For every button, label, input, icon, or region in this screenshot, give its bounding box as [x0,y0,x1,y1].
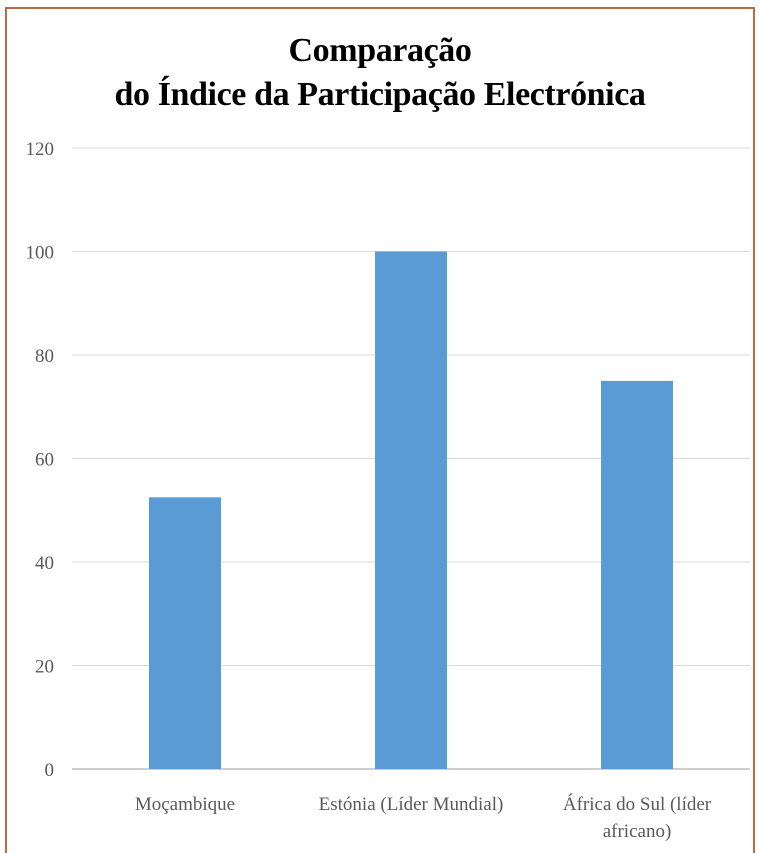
chart-title-line-2: do Índice da Participação Electrónica [114,76,646,113]
bar [375,251,447,769]
bar [149,497,221,769]
y-tick-label: 80 [35,346,54,367]
y-tick-label: 20 [35,657,54,678]
y-tick-label: 40 [35,553,54,574]
y-tick-label: 120 [26,139,55,160]
x-tick-label: Estónia (Líder Mundial) [319,794,504,815]
y-tick-label: 60 [35,450,54,471]
bar [601,380,673,769]
y-tick-label: 0 [45,760,55,781]
x-tick-label: Moçambique [135,794,235,815]
y-tick-label: 100 [26,243,55,264]
chart-title: Comparação do Índice da Participação Ele… [7,29,753,117]
x-tick-label: África do Sul (líder [563,793,712,815]
x-tick-label: africano) [603,821,672,842]
chart-title-line-1: Comparação [288,32,472,69]
